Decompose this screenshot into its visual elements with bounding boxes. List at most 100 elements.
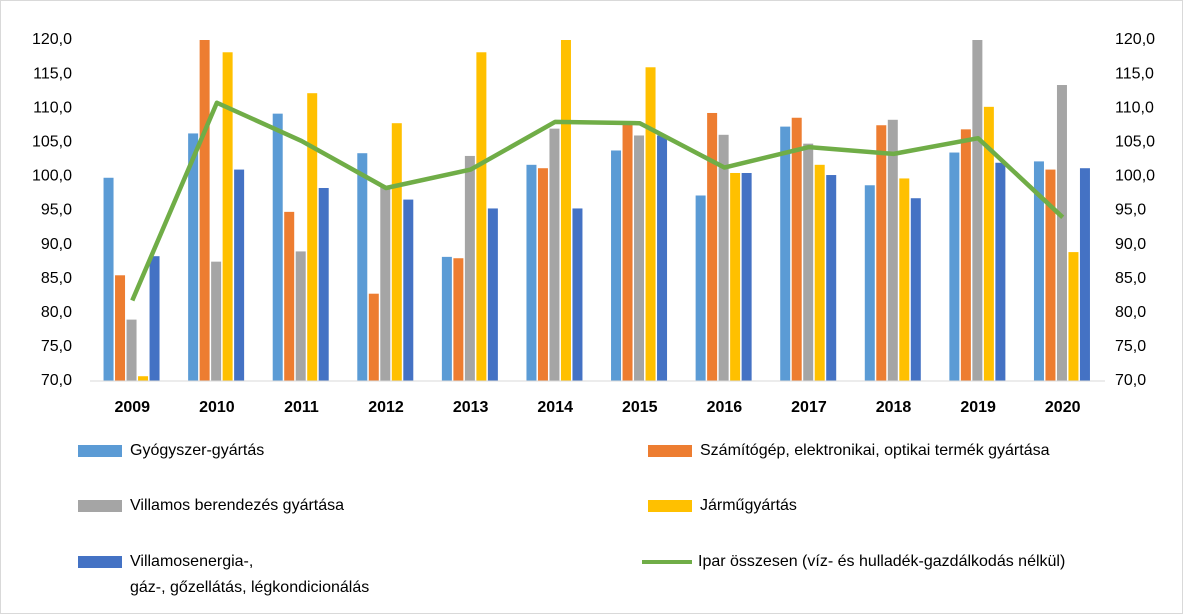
bar [899, 178, 910, 381]
y2-tick-label: 105,0 [1115, 134, 1155, 151]
legend-swatch [78, 445, 122, 457]
bar [803, 143, 814, 381]
line-series [130, 100, 1065, 302]
bar [453, 258, 464, 381]
legend-item: Villamos berendezés gyártása [78, 493, 344, 519]
bar [657, 135, 668, 381]
legend-swatch [648, 445, 692, 457]
legend-swatch [642, 560, 692, 564]
y2-tick-label: 85,0 [1115, 270, 1146, 287]
y-tick-label: 100,0 [32, 168, 72, 185]
y-tick-label: 105,0 [32, 134, 72, 151]
y2-tick-label: 90,0 [1115, 236, 1146, 253]
bar [441, 256, 452, 381]
bar [126, 319, 137, 381]
bar [234, 169, 245, 381]
bar [876, 125, 887, 381]
bar [864, 185, 875, 381]
legend-label: Gyógyszer-gyártás [130, 442, 265, 459]
y-tick-label: 70,0 [41, 372, 72, 389]
bar [1056, 85, 1067, 382]
legend-item: Ipar összesen (víz- és hulladék-gazdálko… [642, 549, 1065, 575]
legend-item: Járműgyártás [648, 493, 797, 519]
y-tick-label: 115,0 [33, 65, 72, 82]
bar [1045, 169, 1056, 381]
y2-tick-label: 115,0 [1115, 65, 1154, 82]
y-tick-label: 90,0 [41, 236, 72, 253]
bar [526, 164, 537, 381]
y2-tick-label: 120,0 [1115, 31, 1155, 48]
bar [814, 164, 825, 381]
legend-item: Számítógép, elektronikai, optikai termék… [648, 438, 1050, 464]
bar [318, 187, 329, 381]
y2-tick-label: 75,0 [1115, 338, 1146, 355]
bar [211, 261, 222, 381]
bar [611, 150, 622, 381]
bar [707, 112, 718, 381]
bar [887, 119, 898, 381]
plot [103, 40, 1090, 382]
legend-swatch [648, 500, 692, 512]
bar [149, 256, 160, 381]
bar [222, 52, 233, 381]
bar [780, 126, 791, 381]
legend-label: Villamos berendezés gyártása [130, 497, 345, 514]
x-tick-label: 2017 [791, 399, 827, 416]
bar [983, 106, 994, 381]
x-tick-label: 2013 [453, 399, 489, 416]
bar [357, 153, 368, 381]
x-tick-label: 2020 [1045, 399, 1081, 416]
x-tick-label: 2014 [537, 399, 573, 416]
x-tick-label: 2019 [960, 399, 996, 416]
y-tick-label: 85,0 [41, 270, 72, 287]
bar [1033, 161, 1044, 381]
y2-tick-label: 100,0 [1115, 168, 1155, 185]
bar [634, 135, 645, 381]
legend-swatch [78, 500, 122, 512]
bar [138, 376, 149, 381]
bar [103, 177, 114, 381]
bar [622, 123, 633, 382]
bar [537, 168, 548, 381]
legend-label: Számítógép, elektronikai, optikai termék… [700, 442, 1050, 459]
y2-tick-label: 80,0 [1115, 304, 1146, 321]
bar [115, 275, 126, 381]
y2-tick-label: 110,0 [1115, 99, 1154, 116]
bar [549, 128, 560, 381]
bar [403, 199, 414, 381]
bar [718, 134, 729, 381]
bar [826, 175, 837, 381]
legend-label: Ipar összesen (víz- és hulladék-gazdálko… [698, 553, 1066, 570]
x-tick-label: 2012 [368, 399, 404, 416]
bar [476, 52, 487, 381]
y2-tick-label: 70,0 [1115, 372, 1146, 389]
bar [199, 40, 210, 381]
bar [730, 172, 741, 381]
x-tick-label: 2011 [284, 399, 319, 416]
bar [791, 117, 802, 382]
y-tick-label: 80,0 [41, 304, 72, 321]
x-tick-label: 2010 [199, 399, 235, 416]
bar [645, 67, 656, 381]
bar [995, 162, 1006, 381]
bar [188, 133, 199, 381]
y-tick-label: 120,0 [32, 31, 72, 48]
legend-label: Villamosenergia-, gáz-, gőzellátás, légk… [130, 553, 370, 596]
bar [391, 123, 402, 381]
bar [1079, 168, 1090, 381]
y-tick-label: 95,0 [41, 202, 72, 219]
bar [695, 195, 706, 381]
bar [380, 185, 391, 381]
bar [572, 208, 583, 381]
x-tick-label: 2015 [622, 399, 658, 416]
bar [295, 251, 306, 381]
legend-item: Villamosenergia-, gáz-, gőzellátás, légk… [78, 549, 369, 601]
bar [284, 211, 295, 381]
legend-label: Járműgyártás [700, 497, 797, 514]
legend-swatch [78, 556, 122, 568]
bar [272, 113, 283, 381]
bar [960, 129, 971, 381]
bar [741, 172, 752, 381]
